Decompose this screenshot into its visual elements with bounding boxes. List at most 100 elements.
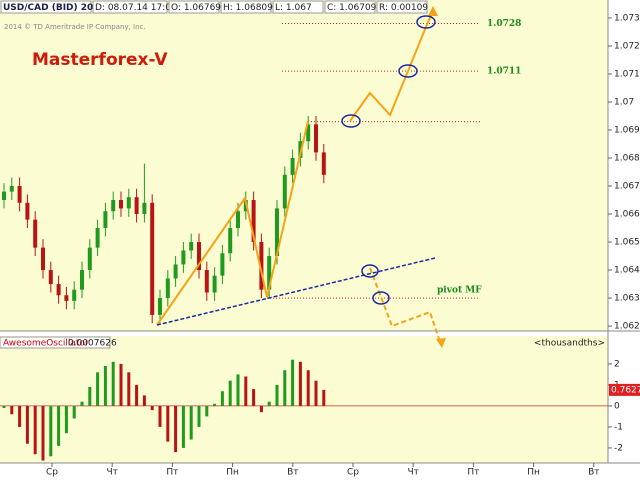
candle-body — [306, 124, 311, 142]
candle-body — [251, 200, 256, 243]
oscillator-bar — [96, 372, 100, 406]
projection-down — [369, 267, 441, 343]
candle-body — [165, 278, 170, 299]
candle-body — [314, 124, 318, 153]
header-box — [92, 0, 168, 14]
oscillator-bar — [150, 405, 154, 411]
header-field: O: 1.06769 — [171, 3, 221, 13]
oscillator-bar — [244, 376, 248, 406]
candle-body — [236, 211, 240, 229]
y-tick-label: 1.065 — [614, 238, 640, 248]
candle-body — [220, 253, 225, 276]
oscillator-bar — [142, 395, 146, 406]
header-box — [376, 0, 428, 14]
oscillator-bar — [49, 405, 53, 457]
candle-body — [111, 200, 116, 212]
header-box — [0, 0, 92, 14]
oscillator-panel — [0, 336, 608, 463]
header-field: R: 0.00109 — [379, 3, 428, 13]
candle-body — [189, 242, 194, 251]
y-tick-label: 0 — [614, 401, 620, 411]
oscillator-bar — [228, 380, 232, 406]
oscillator-bar — [220, 391, 224, 406]
osc-reading: 0.0007626 — [68, 339, 117, 349]
level-label: pivot MF — [437, 286, 482, 296]
candle-body — [259, 242, 264, 290]
oscillator-bar — [33, 405, 37, 455]
candle-body — [282, 174, 287, 209]
candle-body — [275, 208, 279, 257]
header-field: D: 08.07.14 17:00 — [95, 3, 177, 13]
oscillator-bar — [322, 389, 326, 406]
candle-body — [212, 275, 217, 293]
oscillator-bar — [197, 405, 201, 427]
oscillator-bar — [275, 384, 279, 406]
oscillator-bar — [259, 405, 263, 413]
candle-body — [126, 197, 131, 209]
x-tick-label: Вт — [588, 468, 599, 478]
header-box — [324, 0, 376, 14]
oscillator-bar — [236, 374, 240, 406]
candle-body — [48, 270, 53, 285]
oscillator-bar — [283, 370, 287, 406]
oscillator-bar — [213, 403, 217, 406]
header-field: H: 1.06809 — [223, 3, 273, 13]
oscillator-bar — [103, 365, 107, 406]
oscillator-bar — [205, 405, 209, 417]
oscillator-bar — [314, 380, 318, 406]
x-tick-label: Чт — [407, 468, 418, 478]
oscillator-bar — [158, 405, 162, 427]
candle-body — [290, 157, 295, 175]
candle-body — [134, 197, 139, 215]
marks: 1.073 1.072 1.071 1.07 1.069 1.068 1.067 1.066 1… — [0, 13, 640, 478]
x-tick-label: Ср — [347, 468, 359, 478]
oscillator-bar — [306, 370, 310, 406]
x-tick-label: Пн — [226, 468, 239, 478]
oscillator-bar — [181, 405, 185, 448]
y-tick-label: 1.071 — [614, 69, 640, 79]
candle-body — [41, 247, 45, 271]
oscillator-bar — [88, 387, 92, 406]
oscillator-bar — [166, 405, 170, 442]
y-tick-label: 1.069 — [614, 125, 640, 135]
candle-body — [204, 270, 209, 293]
x-tick-label: Чт — [106, 468, 117, 478]
arrow-head — [436, 338, 446, 348]
x-tick-label: Вт — [287, 468, 298, 478]
candle-body — [142, 202, 147, 215]
projection-up — [349, 11, 434, 122]
candle-body — [17, 186, 22, 203]
candle-body — [173, 264, 178, 279]
ellipses — [341, 15, 436, 305]
y-tick-label: 1.068 — [614, 153, 640, 163]
header-box — [220, 0, 272, 14]
y-tick-label: 2 — [614, 359, 620, 369]
y-tick-label: -2 — [614, 443, 623, 453]
candle-body — [64, 295, 69, 301]
oscillator-bar — [267, 401, 271, 406]
y-tick-label: 1.064 — [614, 266, 640, 276]
oscillator-bar — [57, 405, 61, 446]
oscillator-bar — [111, 361, 115, 406]
header-box — [272, 0, 324, 14]
header-field: C: 1.06709 — [327, 3, 377, 13]
level-label: 1.0711 — [487, 67, 521, 77]
y-tick-label: 1.063 — [614, 294, 640, 304]
x-tick-label: Пт — [467, 468, 479, 478]
candle-body — [267, 256, 272, 290]
oscillator-bar — [25, 405, 29, 444]
oscillator-bar — [127, 372, 131, 406]
candle-body — [2, 191, 6, 201]
header-field: L: 1.067 — [275, 3, 312, 13]
candle-body — [150, 202, 155, 315]
oscillator-bar — [72, 405, 76, 419]
copyright: 2014 © TD Ameritrade IP Company, Inc. — [4, 23, 146, 31]
y-tick-label: 1.062 — [614, 322, 640, 332]
x-tick-label: Пн — [527, 468, 540, 478]
oscillator-bar — [298, 361, 302, 406]
oscillator-bar — [174, 405, 178, 453]
arrow-head — [428, 6, 438, 16]
y-tick-label: 1.066 — [614, 210, 640, 220]
candle-body — [56, 284, 61, 296]
